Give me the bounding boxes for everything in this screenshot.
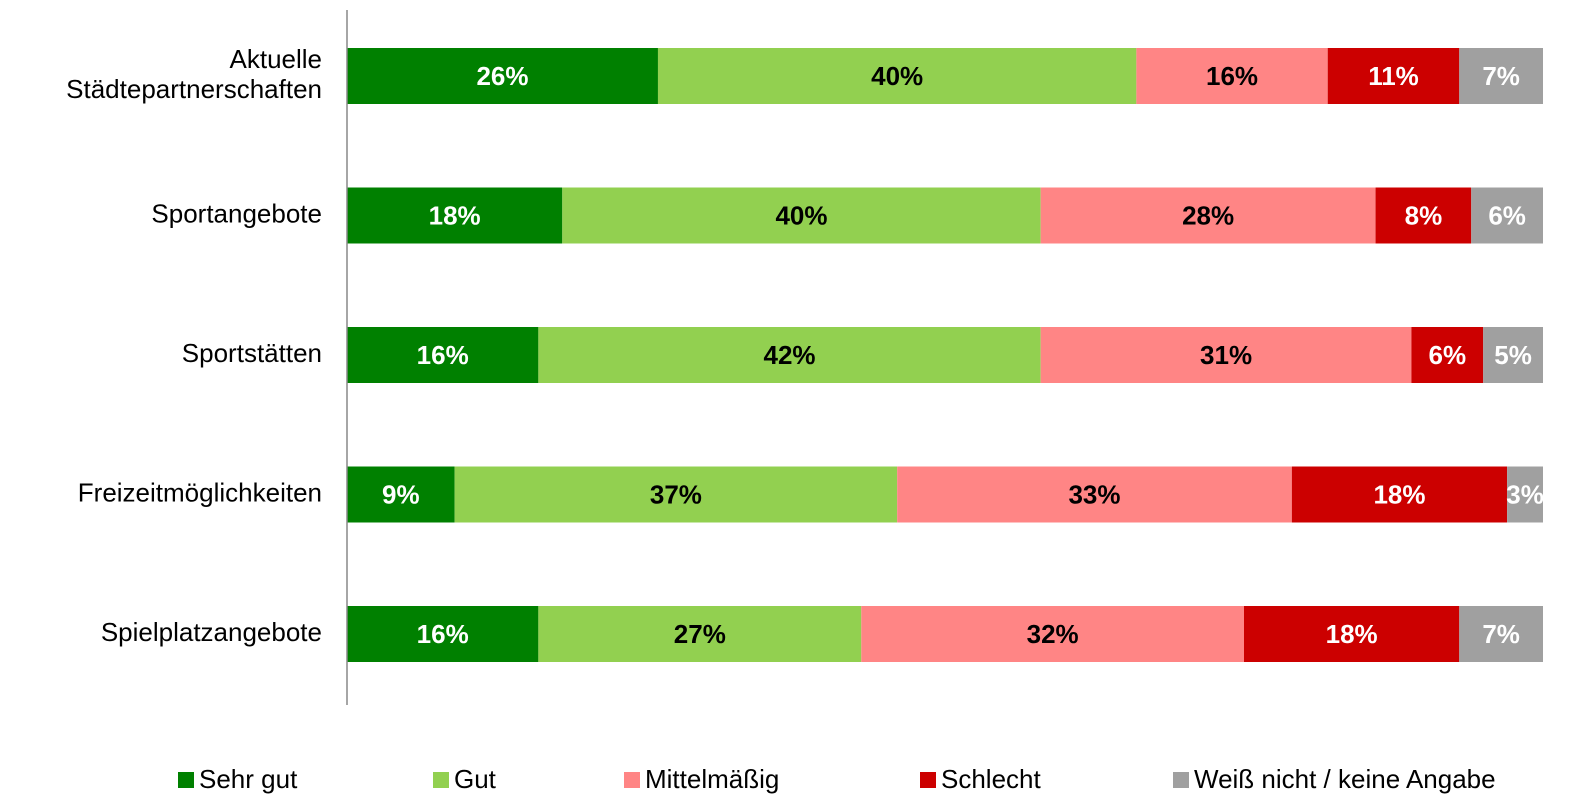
legend-label: Mittelmäßig xyxy=(645,764,779,794)
value-label: 3% xyxy=(1506,479,1544,509)
legend-swatch xyxy=(624,772,640,788)
value-label: 6% xyxy=(1429,340,1467,370)
bar-segment xyxy=(347,466,455,523)
value-label: 37% xyxy=(650,479,702,509)
bar-segment xyxy=(1483,327,1543,383)
value-label: 31% xyxy=(1200,340,1252,370)
value-label: 28% xyxy=(1182,200,1234,230)
value-label: 7% xyxy=(1482,619,1520,649)
bar-segment xyxy=(1411,327,1484,383)
value-label: 16% xyxy=(417,340,469,370)
legend-swatch xyxy=(178,772,194,788)
bar-segment xyxy=(347,606,539,662)
bar-segment xyxy=(454,466,898,523)
bar-segment xyxy=(1459,48,1543,104)
bar-segment xyxy=(861,606,1244,662)
value-label: 40% xyxy=(871,61,923,91)
bar-segment xyxy=(347,48,658,104)
value-label: 11% xyxy=(1368,61,1419,91)
value-label: 7% xyxy=(1482,61,1520,91)
category-label: Sportangebote xyxy=(151,198,322,228)
value-label: 9% xyxy=(382,479,420,509)
legend-label: Gut xyxy=(454,764,497,794)
bar-segment xyxy=(562,187,1041,244)
bar-segment xyxy=(1244,606,1460,662)
value-label: 27% xyxy=(674,619,726,649)
value-label: 33% xyxy=(1068,479,1120,509)
value-label: 6% xyxy=(1488,200,1526,230)
bar-segment xyxy=(1471,187,1543,244)
value-label: 8% xyxy=(1405,200,1443,230)
bar-segment xyxy=(538,327,1041,383)
bar-segment xyxy=(347,327,539,383)
category-label: Freizeitmöglichkeiten xyxy=(78,477,322,507)
legend-label: Sehr gut xyxy=(199,764,298,794)
legend-swatch xyxy=(433,772,449,788)
bar-segment xyxy=(538,606,862,662)
category-label: Sportstätten xyxy=(182,338,322,368)
bar-segment xyxy=(1375,187,1472,244)
bar-segment xyxy=(657,48,1137,104)
value-label: 32% xyxy=(1027,619,1079,649)
value-label: 16% xyxy=(417,619,469,649)
bar-segment xyxy=(1136,48,1328,104)
value-label: 16% xyxy=(1206,61,1258,91)
bar-segment xyxy=(1327,48,1460,104)
legend-label: Weiß nicht / keine Angabe xyxy=(1194,764,1496,794)
legend-swatch xyxy=(1173,772,1189,788)
bar-segment xyxy=(1459,606,1543,662)
value-label: 40% xyxy=(775,200,827,230)
bar-segment xyxy=(347,187,563,244)
bar-segment xyxy=(1291,466,1508,523)
value-label: 5% xyxy=(1494,340,1532,370)
value-label: 42% xyxy=(763,340,815,370)
bar-segment xyxy=(1040,327,1412,383)
bar-segment xyxy=(897,466,1292,523)
value-label: 18% xyxy=(1373,479,1425,509)
bar-segment xyxy=(1040,187,1376,244)
category-label: Aktuelle Städtepartnerschaften xyxy=(66,44,322,104)
value-label: 18% xyxy=(429,200,481,230)
legend-label: Schlecht xyxy=(941,764,1041,794)
category-label: Spielplatzangebote xyxy=(101,617,322,647)
bar-segment xyxy=(1507,466,1543,523)
legend-swatch xyxy=(920,772,936,788)
value-label: 26% xyxy=(476,61,528,91)
value-label: 18% xyxy=(1326,619,1378,649)
